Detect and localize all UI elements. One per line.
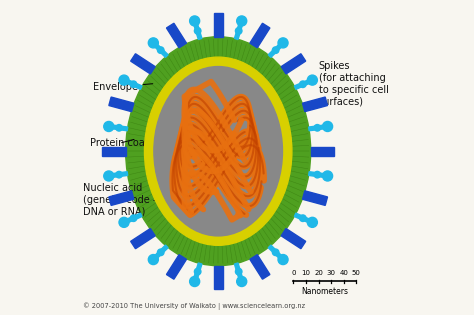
Polygon shape: [166, 23, 186, 48]
Text: Nucleic acid
(genetic code -
DNA or RNA): Nucleic acid (genetic code - DNA or RNA): [83, 178, 171, 216]
Ellipse shape: [154, 66, 283, 236]
Text: 0: 0: [291, 270, 296, 276]
Polygon shape: [302, 191, 328, 205]
Polygon shape: [268, 245, 284, 261]
Circle shape: [130, 81, 137, 88]
Ellipse shape: [126, 37, 310, 266]
Circle shape: [237, 277, 247, 287]
Circle shape: [273, 47, 279, 54]
Polygon shape: [268, 42, 284, 57]
Polygon shape: [123, 78, 142, 89]
Circle shape: [104, 122, 114, 131]
Circle shape: [130, 215, 137, 221]
Circle shape: [273, 249, 279, 255]
Polygon shape: [250, 255, 270, 279]
Text: 30: 30: [327, 270, 336, 276]
Circle shape: [148, 255, 158, 265]
Text: 50: 50: [352, 270, 361, 276]
Polygon shape: [109, 191, 134, 205]
Polygon shape: [109, 125, 128, 131]
Text: Protein coat: Protein coat: [90, 138, 148, 148]
Polygon shape: [166, 255, 186, 279]
Text: Nanometers: Nanometers: [301, 287, 348, 296]
Text: 20: 20: [314, 270, 323, 276]
Polygon shape: [102, 147, 126, 156]
Polygon shape: [302, 97, 328, 112]
Circle shape: [323, 122, 333, 131]
Polygon shape: [214, 13, 223, 37]
Circle shape: [278, 38, 288, 48]
Polygon shape: [131, 228, 155, 249]
Polygon shape: [193, 20, 202, 39]
Circle shape: [157, 47, 164, 54]
Circle shape: [278, 255, 288, 265]
Circle shape: [157, 249, 164, 255]
Polygon shape: [214, 266, 223, 289]
Text: © 2007-2010 The University of Waikato | www.sciencelearn.org.nz: © 2007-2010 The University of Waikato | …: [83, 302, 305, 310]
Ellipse shape: [145, 57, 292, 245]
Circle shape: [300, 81, 306, 88]
Polygon shape: [109, 97, 134, 112]
Text: 10: 10: [301, 270, 310, 276]
Polygon shape: [250, 23, 270, 48]
Circle shape: [314, 124, 320, 131]
Circle shape: [116, 171, 122, 178]
Circle shape: [314, 171, 320, 178]
Polygon shape: [193, 263, 202, 282]
Polygon shape: [310, 147, 334, 156]
Circle shape: [119, 75, 129, 85]
Circle shape: [307, 75, 318, 85]
Polygon shape: [109, 172, 128, 178]
Polygon shape: [235, 263, 244, 282]
Polygon shape: [281, 54, 306, 74]
Text: Envelope: Envelope: [93, 82, 153, 92]
Text: 40: 40: [339, 270, 348, 276]
Circle shape: [300, 215, 306, 221]
Polygon shape: [294, 213, 313, 224]
Circle shape: [116, 124, 122, 131]
Circle shape: [237, 16, 247, 26]
Text: Spikes
(for attaching
to specific cell
surfaces): Spikes (for attaching to specific cell s…: [306, 61, 388, 110]
Circle shape: [194, 268, 201, 275]
Circle shape: [190, 16, 200, 26]
Circle shape: [194, 28, 201, 34]
Polygon shape: [123, 213, 142, 224]
Circle shape: [190, 277, 200, 287]
Polygon shape: [131, 54, 155, 74]
Polygon shape: [152, 245, 168, 261]
Circle shape: [307, 217, 318, 227]
Polygon shape: [281, 228, 306, 249]
Circle shape: [236, 268, 242, 275]
Circle shape: [323, 171, 333, 181]
Circle shape: [148, 38, 158, 48]
Circle shape: [236, 28, 242, 34]
Circle shape: [119, 217, 129, 227]
Polygon shape: [309, 125, 328, 131]
Circle shape: [104, 171, 114, 181]
Polygon shape: [235, 20, 244, 39]
Polygon shape: [152, 42, 168, 57]
Polygon shape: [294, 78, 313, 89]
Polygon shape: [309, 172, 328, 178]
